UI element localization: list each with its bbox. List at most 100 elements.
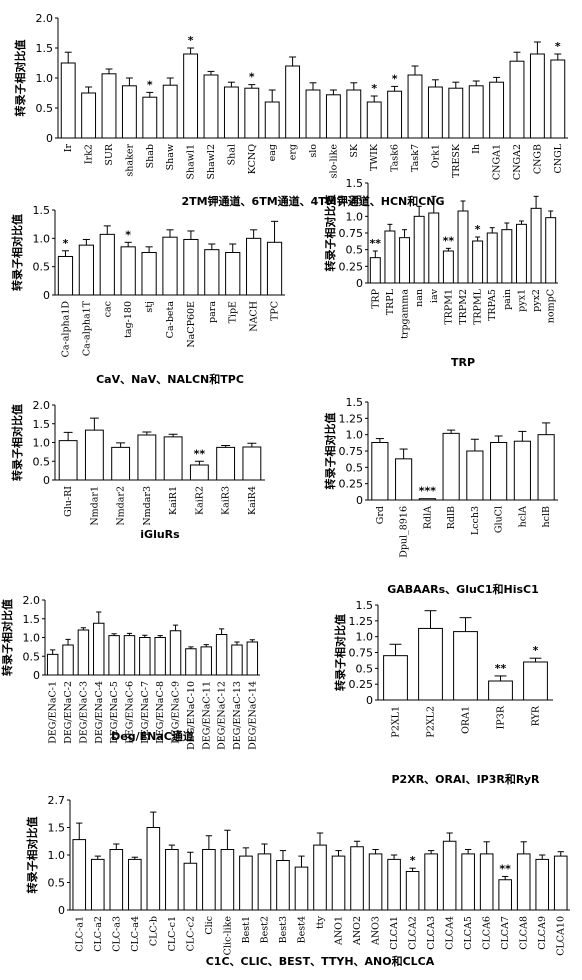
bar (346, 89, 362, 139)
x-tick-label: Shawl1 (186, 144, 197, 180)
bar (468, 85, 484, 139)
bar (448, 87, 464, 139)
bar (325, 94, 341, 139)
bar (384, 230, 396, 284)
x-tick-label: SK (349, 143, 360, 158)
y-tick-label: 0 (366, 694, 373, 707)
x-tick-label: DEG/ENaC-9 (171, 681, 182, 744)
x-tick-label: CLCA3 (426, 916, 437, 950)
y-tick-label: 1.0 (48, 849, 66, 862)
bar (479, 853, 494, 911)
bar (244, 87, 260, 139)
y-tick-label: 0.25 (339, 260, 364, 273)
bar (111, 446, 131, 481)
bar (276, 860, 290, 911)
chart-panel-7: 0 0.25 0.5 0.75 1.0 1.25 1.5 转录子相对比值 P2XL1 P2XL2 O… (333, 599, 553, 786)
y-tick-label: 0.5 (33, 261, 51, 274)
x-tick-label: DEG/ENaC-6 (124, 681, 135, 744)
bar (529, 53, 545, 139)
significance-marker: * (249, 71, 255, 84)
x-tick-label: DEG/ENaC-3 (78, 681, 89, 744)
y-tick-label: 2.0 (23, 594, 41, 607)
x-tick-label: ANO2 (352, 916, 363, 946)
bar (162, 236, 178, 296)
bar (223, 86, 239, 139)
y-tick-label: 1.0 (356, 631, 374, 644)
x-tick-label: Ih (471, 144, 482, 154)
x-tick-label: Task7 (410, 144, 421, 172)
bar (72, 839, 87, 911)
bar (489, 81, 505, 139)
x-axis-title: P2XR、ORAI、IP3R和RyR (392, 772, 541, 786)
x-tick-label: KaiR3 (221, 486, 232, 515)
x-tick-label: DEG/ENaC-14 (247, 681, 258, 750)
x-tick-label: Shab (145, 144, 156, 168)
x-tick-label: DEG/ENaC-11 (201, 681, 212, 750)
bar (242, 446, 262, 481)
x-tick-label: CLC-a2 (93, 916, 104, 952)
x-tick-label: Shawl2 (206, 144, 217, 180)
bar (498, 879, 512, 911)
y-tick-label: 0.5 (33, 455, 51, 468)
bar (60, 62, 76, 139)
bar (387, 858, 401, 911)
bar (442, 432, 460, 501)
x-tick-label: para (207, 301, 218, 323)
y-tick-label: 1.0 (346, 210, 364, 223)
x-axis-title: iGluRs (140, 528, 180, 541)
x-tick-label: CNGA1 (492, 144, 503, 180)
bar (121, 85, 137, 139)
significance-marker: * (555, 40, 561, 53)
x-tick-label: DEG/ENaC-7 (140, 681, 151, 744)
x-tick-label: KaiR1 (168, 486, 179, 515)
bar (472, 240, 484, 284)
significance-marker: ** (443, 234, 455, 247)
y-tick-label: 1.5 (346, 396, 364, 409)
bar (305, 89, 321, 139)
x-tick-label: RdlB (446, 506, 457, 529)
bar (516, 853, 531, 911)
y-tick-label: 0 (43, 474, 50, 487)
chart-panel-1: 0 0.5 1.0 1.5 2.0 转录子相对比值 Ir Irk2 SUR shaker * Shab… (13, 12, 568, 208)
y-tick-label: 2.7 (48, 794, 66, 807)
x-tick-label: CLCA6 (482, 916, 493, 950)
y-tick-label: 0.75 (339, 445, 364, 458)
bar (200, 646, 212, 676)
x-tick-label: CLCA5 (463, 916, 474, 950)
bar (488, 680, 513, 701)
x-axis-title: CaV、NaV、NALCN和TPC (96, 372, 244, 386)
y-tick-label: 1.25 (339, 194, 364, 207)
significance-marker: * (188, 34, 194, 47)
x-tick-label: cac (102, 301, 113, 317)
y-axis-title: 转录子相对比值 (0, 599, 14, 676)
bar (457, 210, 469, 284)
x-tick-label: Clic (204, 916, 215, 935)
y-tick-label: 1.5 (23, 613, 41, 626)
x-tick-label: KaiR2 (194, 486, 205, 515)
x-tick-label: trpgamma (400, 289, 411, 339)
x-tick-label: DEG/ENaC-12 (217, 681, 228, 750)
bar (123, 635, 136, 676)
bar (142, 96, 158, 139)
y-tick-label: 1.25 (349, 615, 374, 628)
bar (58, 440, 78, 481)
bar (137, 434, 157, 481)
bar (413, 215, 425, 284)
bar (387, 90, 403, 139)
x-tick-label: IP3R (496, 705, 507, 729)
y-tick-label: 1.5 (48, 822, 66, 835)
y-tick-label: 0 (33, 669, 40, 682)
x-tick-label: TRPL (385, 288, 396, 315)
significance-marker: * (63, 237, 69, 250)
y-tick-label: 1.5 (36, 42, 54, 55)
x-tick-label: Ork1 (430, 144, 441, 168)
x-tick-label: CLCA4 (445, 916, 456, 950)
y-tick-label: 2.0 (33, 399, 51, 412)
x-tick-label: CNGA2 (512, 144, 523, 180)
x-tick-label: nompC (546, 289, 557, 323)
y-tick-label: 0 (356, 277, 363, 290)
x-tick-label: Ca-alpha1D (60, 301, 71, 358)
bar (453, 631, 478, 701)
bar (461, 853, 475, 911)
x-tick-label: Ir (63, 144, 74, 153)
